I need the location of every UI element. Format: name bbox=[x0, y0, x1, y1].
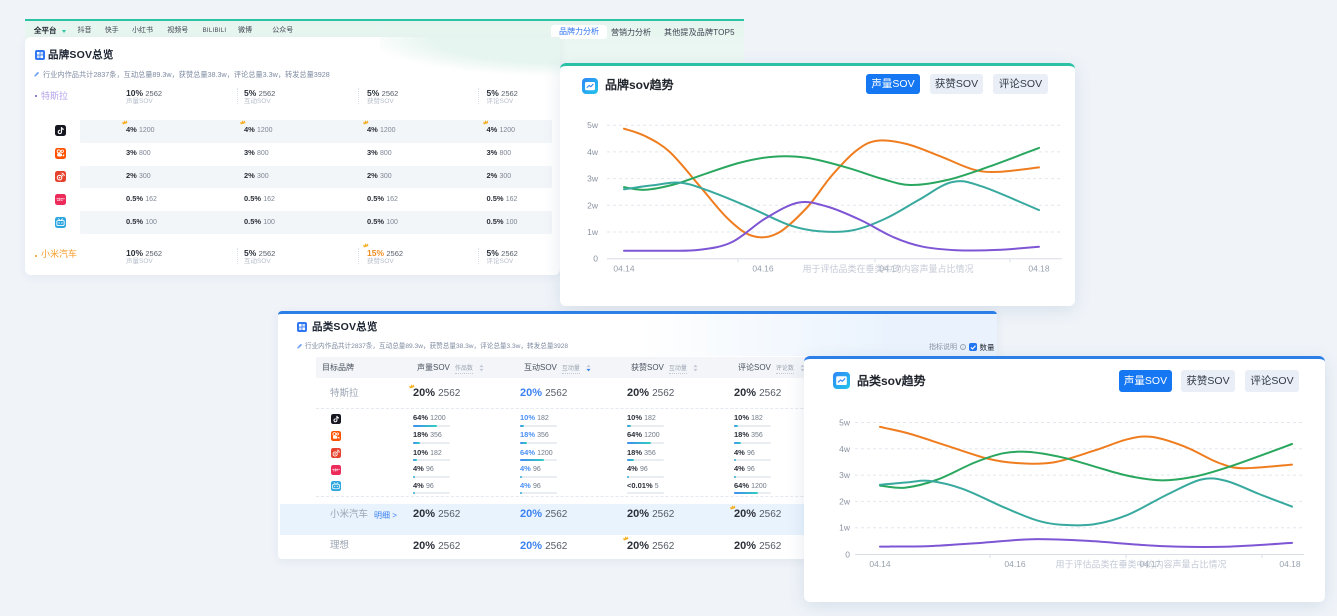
svg-text:5w: 5w bbox=[839, 418, 851, 428]
svg-text:用于评估品类在垂类中的内容声量占比情况: 用于评估品类在垂类中的内容声量占比情况 bbox=[802, 263, 973, 274]
svg-text:04.17: 04.17 bbox=[1139, 559, 1161, 569]
svg-text:04.14: 04.14 bbox=[613, 263, 635, 273]
svg-text:1w: 1w bbox=[587, 227, 599, 237]
svg-text:2w: 2w bbox=[587, 200, 599, 210]
svg-text:2w: 2w bbox=[839, 496, 851, 506]
svg-text:04.18: 04.18 bbox=[1279, 559, 1301, 569]
svg-text:04.16: 04.16 bbox=[1004, 559, 1026, 569]
svg-text:04.17: 04.17 bbox=[879, 263, 901, 273]
svg-text:3w: 3w bbox=[839, 470, 851, 480]
svg-text:4w: 4w bbox=[839, 444, 851, 454]
svg-text:0: 0 bbox=[593, 254, 598, 264]
svg-text:1w: 1w bbox=[839, 523, 851, 533]
svg-text:用于评估品类在垂类中的内容声量占比情况: 用于评估品类在垂类中的内容声量占比情况 bbox=[1055, 559, 1226, 570]
svg-text:5w: 5w bbox=[587, 120, 599, 130]
svg-text:04.18: 04.18 bbox=[1028, 263, 1050, 273]
svg-text:3w: 3w bbox=[587, 174, 599, 184]
svg-text:4w: 4w bbox=[587, 147, 599, 157]
svg-text:04.14: 04.14 bbox=[869, 559, 891, 569]
svg-text:0: 0 bbox=[845, 550, 850, 560]
svg-text:04.16: 04.16 bbox=[752, 263, 774, 273]
